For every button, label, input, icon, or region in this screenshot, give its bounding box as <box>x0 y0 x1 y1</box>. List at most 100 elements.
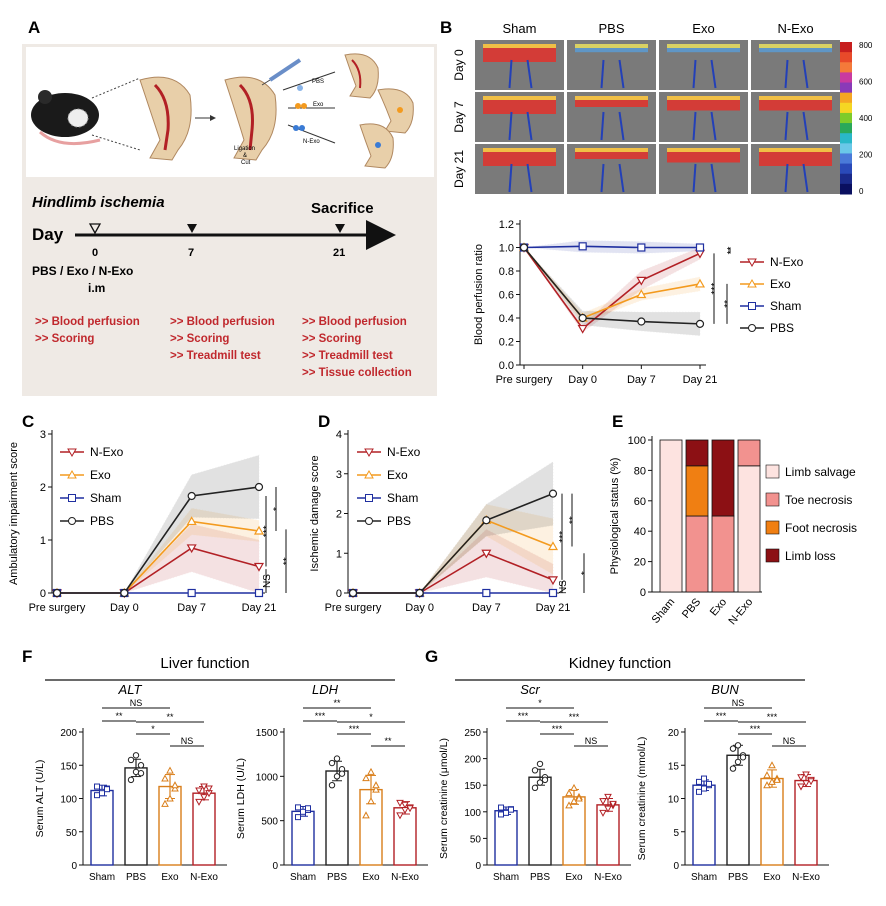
perfusion-image-exo-day-7 <box>659 92 748 142</box>
perfusion-col-label-exo: Exo <box>692 21 714 36</box>
bar-exo <box>760 777 784 866</box>
data-point-pbs <box>333 755 341 762</box>
x-tick-label-n-exo: N-Exo <box>190 872 218 883</box>
data-point-sham <box>94 792 100 799</box>
data-point-sham <box>295 814 301 821</box>
y-tick-label-0-4: 0.4 <box>499 313 514 325</box>
y-tick-label-0: 0 <box>673 861 679 872</box>
color-scale-swatch <box>840 173 852 185</box>
perfusion-image-pbs-day-0 <box>567 40 656 90</box>
point-exo-2 <box>636 289 647 299</box>
perfusion-image-n-exo-day-21 <box>751 144 840 194</box>
legend-label-exo: Exo <box>387 468 408 482</box>
point-n-exo-3 <box>253 562 265 572</box>
exo-treatment-label: Exo <box>313 102 324 108</box>
series-line-pbs <box>57 486 260 594</box>
data-point-sham <box>99 790 105 797</box>
pbs-vesicle-icon <box>297 85 303 91</box>
significance-label: ** <box>115 711 123 721</box>
legend-marker-pbs <box>365 517 373 525</box>
data-point-n-exo <box>797 774 805 782</box>
point-sham-3 <box>254 588 264 598</box>
data-point-n-exo <box>604 793 612 801</box>
y-axis-label: Ambulatory impairment score <box>8 442 20 585</box>
data-point-sham <box>104 786 110 793</box>
point-pbs-1 <box>578 313 587 323</box>
procedure-day21-2: >> Scoring <box>302 333 361 345</box>
band-n-exo <box>57 523 260 594</box>
procedure-day21-1: >> Blood perfusion <box>302 316 407 328</box>
procedure-day21-4: >> Tissue collection <box>302 367 412 379</box>
cut-label: Cut <box>241 160 251 166</box>
day-label: Day <box>32 225 64 244</box>
legend-marker-pbs <box>748 324 756 332</box>
chart-title-ldh: LDH <box>312 682 339 697</box>
procedure-day21-3: >> Treadmill test <box>302 350 393 362</box>
y-tick-label-10: 10 <box>668 795 680 806</box>
procedure-day0-2: >> Scoring <box>35 333 94 345</box>
data-point-exo <box>372 781 380 789</box>
y-tick-label-50: 50 <box>66 828 78 839</box>
y-tick-label-1: 1 <box>336 548 342 560</box>
x-tick-label-pbs: PBS <box>530 872 550 883</box>
pbs-treatment-label: PBS <box>312 79 324 85</box>
panel-d-letter: D <box>318 412 330 431</box>
x-tick-label-day-21: Day 21 <box>242 602 277 614</box>
bar-pbs <box>528 776 552 866</box>
data-point-sham <box>696 788 702 795</box>
bar-pbs-limb-loss <box>685 439 709 467</box>
data-point-sham <box>305 805 311 812</box>
series-line-pbs <box>523 246 701 325</box>
y-tick-label-0-2: 0.2 <box>499 337 514 349</box>
legend-marker-n-exo <box>67 448 77 458</box>
color-scale-swatch <box>840 123 852 134</box>
legend-label-pbs: PBS <box>90 514 114 528</box>
perfusion-col-label-n-exo: N-Exo <box>777 21 813 36</box>
perfusion-image-exo-day-21 <box>659 144 748 194</box>
series-line-pbs <box>353 492 554 594</box>
hindlimb-title: Hindlimb ischemia <box>32 194 165 211</box>
data-point-pbs <box>541 776 549 784</box>
y-tick-label-40: 40 <box>634 526 646 538</box>
data-point-n-exo <box>609 800 617 808</box>
legend-marker-exo <box>67 469 77 479</box>
data-point-sham <box>701 785 707 792</box>
significance-label: *** <box>750 724 761 734</box>
y-axis-label: Ischemic damage score <box>309 455 321 571</box>
syringe-icon <box>261 58 302 86</box>
data-point-n-exo <box>200 794 208 802</box>
data-point-pbs <box>137 762 145 769</box>
point-pbs-1 <box>415 588 424 598</box>
y-tick-label-3: 3 <box>40 429 46 441</box>
n-exo-vesicle-icon <box>293 125 299 131</box>
x-tick-label-exo: Exo <box>763 872 781 883</box>
data-point-n-exo <box>396 812 404 820</box>
data-point-pbs <box>137 770 145 777</box>
panel-c-letter: C <box>22 412 34 431</box>
data-point-pbs <box>328 782 336 789</box>
legend-label-limb-loss: Limb loss <box>785 549 836 563</box>
bar-sham <box>692 784 716 866</box>
legend-label-sham: Sham <box>90 491 121 505</box>
y-tick-label-0-8: 0.8 <box>499 266 514 278</box>
x-tick-label-day-0: Day 0 <box>110 602 139 614</box>
data-point-n-exo <box>401 801 409 809</box>
significance-label: *** <box>315 711 326 721</box>
point-pbs-2 <box>187 491 196 501</box>
point-pbs-0 <box>348 588 358 598</box>
legend-marker-sham <box>748 302 756 310</box>
day21-tick: 21 <box>333 247 345 259</box>
significance-label: * <box>151 724 155 734</box>
perfusion-col-label-pbs: PBS <box>598 21 624 36</box>
color-scale-tick-200: 200 <box>859 151 873 160</box>
y-tick-label-60: 60 <box>634 496 646 508</box>
significance-label: *** <box>262 525 273 537</box>
data-point-n-exo <box>802 771 810 779</box>
data-point-n-exo <box>802 780 810 788</box>
data-point-sham <box>701 775 707 782</box>
point-pbs-3 <box>548 489 558 498</box>
panel-f-letter: F <box>22 647 32 666</box>
x-tick-label-exo: Exo <box>362 872 380 883</box>
significance-label: ** <box>568 516 579 524</box>
limb-illustration-2 <box>224 76 277 161</box>
